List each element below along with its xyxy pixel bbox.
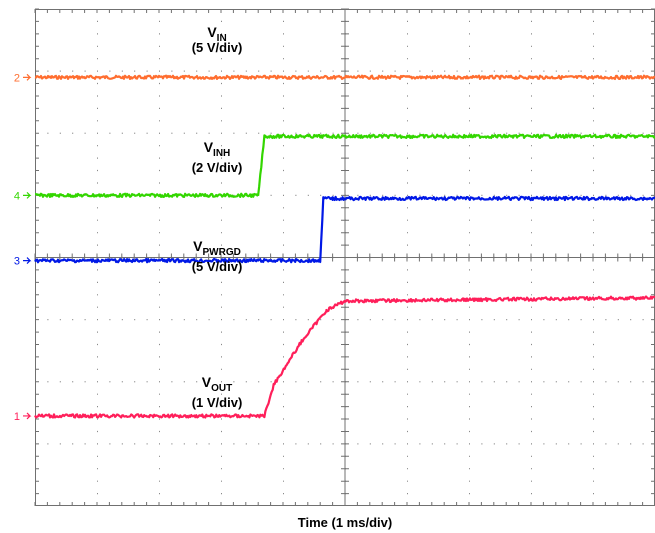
channel-marker-arrow-vinh xyxy=(23,191,32,199)
channel-label-main: V xyxy=(193,238,203,254)
graticule xyxy=(34,8,655,506)
channel-scale-vpwrgd: (5 V/div) xyxy=(192,259,243,274)
channel-label-subscript: PWRGD xyxy=(203,247,241,258)
trace-vpwrgd xyxy=(34,195,655,264)
trace-vout xyxy=(34,295,655,419)
channel-scale-vin: (5 V/div) xyxy=(192,40,243,55)
channel-label-vin: VIN xyxy=(207,24,226,44)
x-axis-label: Time (1 ms/div) xyxy=(298,515,392,530)
channel-label-main: V xyxy=(204,139,214,155)
channel-marker-vin: 2 xyxy=(14,72,20,84)
channel-labels: VIN(5 V/div)VINH(2 V/div)VPWRGD(5 V/div)… xyxy=(192,24,243,410)
channel-scale-vout: (1 V/div) xyxy=(192,395,243,410)
channel-label-main: V xyxy=(207,24,217,40)
channel-label-vpwrgd: VPWRGD xyxy=(193,238,241,258)
channel-label-subscript: INH xyxy=(213,148,230,159)
trace-vin xyxy=(34,74,655,80)
channel-label-subscript: OUT xyxy=(211,383,232,394)
traces xyxy=(34,74,655,419)
channel-label-main: V xyxy=(202,374,212,390)
channel-marker-vinh: 4 xyxy=(14,190,20,202)
channel-marker-arrow-vin xyxy=(23,73,32,81)
channel-label-subscript: IN xyxy=(217,33,227,44)
channel-marker-vout: 1 xyxy=(14,411,20,423)
trace-vinh xyxy=(34,133,655,198)
channel-marker-arrow-vpwrgd xyxy=(23,257,32,265)
channel-scale-vinh: (2 V/div) xyxy=(192,160,243,175)
channel-marker-vpwrgd: 3 xyxy=(14,256,20,268)
channel-markers: 2 4 3 1 xyxy=(14,72,32,423)
channel-label-vout: VOUT xyxy=(202,374,232,394)
channel-label-vinh: VINH xyxy=(204,139,231,159)
channel-marker-arrow-vout xyxy=(23,412,32,420)
axis-minor-ticks xyxy=(34,8,655,506)
